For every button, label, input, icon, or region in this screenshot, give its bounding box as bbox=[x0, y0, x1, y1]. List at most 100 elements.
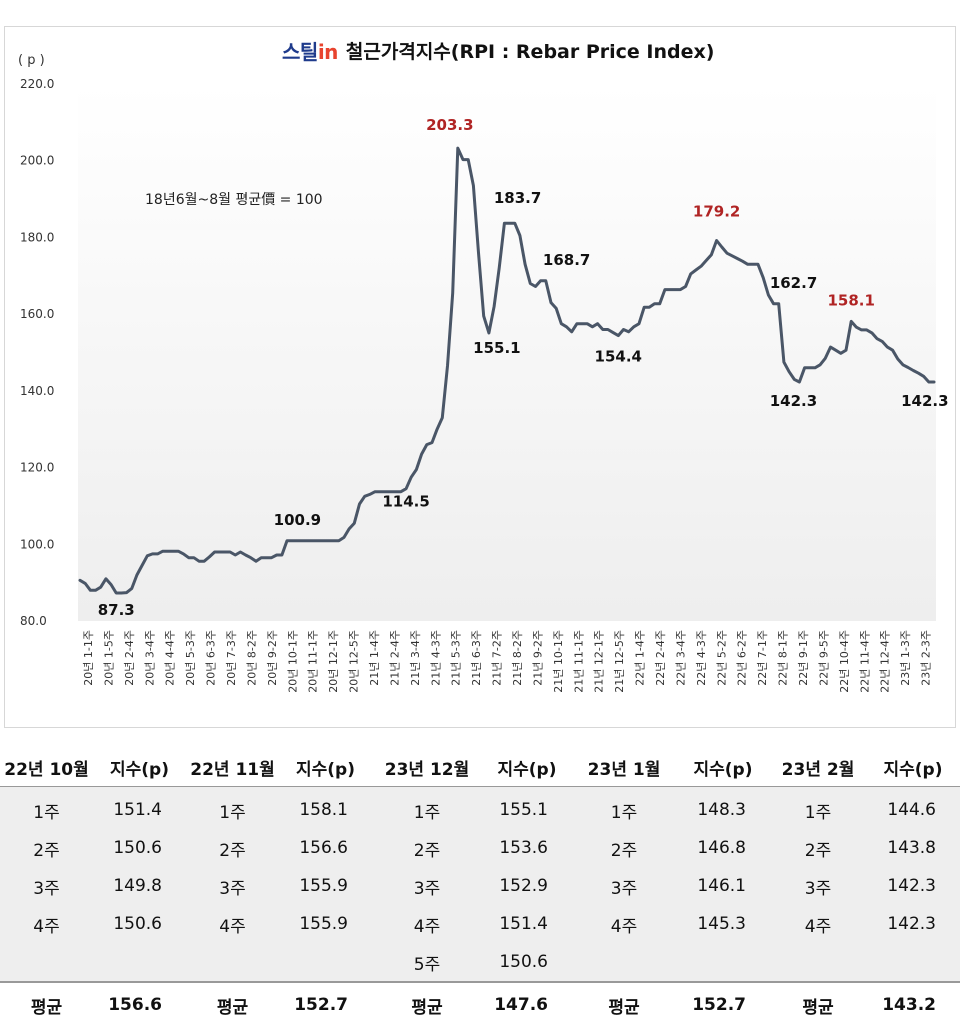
week-label: 2주 bbox=[33, 840, 60, 861]
index-value: 146.1 bbox=[697, 876, 746, 896]
index-value: 143.8 bbox=[887, 838, 936, 858]
data-label: 162.7 bbox=[770, 274, 817, 292]
data-label: 142.3 bbox=[901, 392, 948, 410]
index-value bbox=[676, 943, 770, 982]
x-tick-label: 22년 3-4주 bbox=[674, 630, 687, 686]
data-label: 114.5 bbox=[382, 493, 429, 511]
data-label: 155.1 bbox=[473, 339, 520, 357]
x-tick-label: 20년 1-1주 bbox=[82, 630, 95, 686]
week-label: 3주 bbox=[610, 878, 638, 899]
y-tick-label: 180.0 bbox=[20, 230, 54, 244]
x-tick-label: 22년 8-1주 bbox=[777, 630, 790, 686]
x-tick-label: 21년 6-3주 bbox=[470, 630, 483, 686]
x-tick-label: 22년 5-2주 bbox=[715, 630, 728, 686]
x-tick-label: 20년 7-3주 bbox=[225, 630, 238, 686]
x-tick-label: 22년 1-4주 bbox=[634, 630, 647, 686]
footer-label: 평균 bbox=[572, 981, 676, 1027]
x-tick-label: 20년 8-2주 bbox=[245, 630, 258, 686]
week-label: 1주 bbox=[804, 802, 832, 823]
table-footer-row: 평균 156.6 평균 152.7 평균 147.6 평균 152.7 평균 1… bbox=[0, 981, 960, 1027]
header-period: 23년 2월 bbox=[770, 748, 866, 787]
index-value: 153.6 bbox=[499, 838, 548, 858]
x-tick-label: 21년 11-1주 bbox=[572, 630, 585, 693]
index-value: 150.6 bbox=[113, 838, 162, 858]
x-tick-label: 22년 7-1주 bbox=[756, 630, 769, 686]
header-period: 23년 12월 bbox=[372, 748, 482, 787]
week-label bbox=[186, 943, 279, 982]
table-row: 2주 150.6 2주 156.6 2주 153.6 2주 146.8 2주 143.8 bbox=[0, 829, 960, 867]
header-period: 23년 1월 bbox=[572, 748, 676, 787]
week-label: 1주 bbox=[413, 802, 441, 823]
index-value: 155.9 bbox=[299, 876, 348, 896]
week-label: 2주 bbox=[219, 840, 246, 861]
data-label: 168.7 bbox=[543, 251, 590, 269]
index-value: 150.6 bbox=[113, 914, 162, 934]
header-index: 지수(p) bbox=[482, 748, 572, 787]
week-label: 3주 bbox=[219, 878, 246, 899]
week-label bbox=[572, 943, 676, 982]
week-label: 2주 bbox=[804, 840, 832, 861]
index-value: 149.8 bbox=[113, 876, 162, 896]
x-tick-label: 21년 2-4주 bbox=[388, 630, 401, 686]
index-value: 146.8 bbox=[697, 838, 746, 858]
weekly-index-table: 22년 10월 지수(p) 22년 11월 지수(p) 23년 12월 지수(p… bbox=[0, 748, 960, 1027]
index-value: 151.4 bbox=[113, 800, 162, 820]
index-value: 145.3 bbox=[697, 914, 746, 934]
header-period: 22년 11월 bbox=[186, 748, 279, 787]
index-value: 158.1 bbox=[299, 800, 348, 820]
index-value bbox=[866, 943, 960, 982]
y-tick-label: 140.0 bbox=[20, 384, 54, 398]
index-value: 151.4 bbox=[499, 914, 548, 934]
chart-title-text: 철근가격지수(RPI : Rebar Price Index) bbox=[345, 40, 715, 63]
data-label: 87.3 bbox=[98, 601, 135, 619]
x-tick-label: 20년 12-1주 bbox=[327, 630, 340, 693]
x-tick-label: 22년 10-4주 bbox=[838, 630, 851, 693]
data-label: 158.1 bbox=[827, 291, 874, 309]
index-value: 155.1 bbox=[499, 800, 548, 820]
data-label: 142.3 bbox=[770, 392, 817, 410]
footer-label: 평균 bbox=[0, 981, 93, 1027]
week-label: 3주 bbox=[413, 878, 441, 899]
index-value: 144.6 bbox=[887, 800, 936, 820]
week-label: 2주 bbox=[610, 840, 638, 861]
table-row: 5주 150.6 bbox=[0, 943, 960, 982]
index-value: 142.3 bbox=[887, 876, 936, 896]
x-tick-label: 21년 8-2주 bbox=[511, 630, 524, 686]
y-tick-label: 80.0 bbox=[20, 614, 47, 628]
x-tick-label: 21년 10-1주 bbox=[552, 630, 565, 693]
y-tick-label: 100.0 bbox=[20, 537, 54, 551]
header-index: 지수(p) bbox=[93, 748, 186, 787]
y-tick-label: 200.0 bbox=[20, 154, 54, 168]
rebar-price-line-chart: ( p ) 80.0 100.0 120.0 140.0 160.0 180.0 200.0 2… bbox=[18, 53, 949, 693]
table-row: 4주 150.6 4주 155.9 4주 151.4 4주 145.3 4주 142.3 bbox=[0, 905, 960, 943]
x-tick-label: 21년 4-3주 bbox=[429, 630, 442, 686]
index-value: 150.6 bbox=[499, 952, 548, 972]
x-tick-label: 23년 2-3주 bbox=[920, 630, 933, 686]
table-row: 3주 149.8 3주 155.9 3주 152.9 3주 146.1 3주 142.3 bbox=[0, 867, 960, 905]
footer-average: 152.7 bbox=[279, 981, 372, 1027]
x-tick-label: 22년 12-4주 bbox=[879, 630, 892, 693]
week-label: 4주 bbox=[413, 916, 441, 937]
week-label: 4주 bbox=[219, 916, 246, 937]
week-label bbox=[0, 943, 93, 982]
data-label: 179.2 bbox=[693, 202, 740, 220]
footer-average: 156.6 bbox=[93, 981, 186, 1027]
footer-label: 평균 bbox=[186, 981, 279, 1027]
index-value: 156.6 bbox=[299, 838, 348, 858]
index-value bbox=[93, 943, 186, 982]
index-value bbox=[279, 943, 372, 982]
x-tick-label: 21년 5-3주 bbox=[450, 630, 463, 686]
footer-average: 152.7 bbox=[676, 981, 770, 1027]
data-label: 203.3 bbox=[426, 116, 473, 134]
week-label bbox=[770, 943, 866, 982]
y-axis-label: ( p ) bbox=[18, 53, 45, 68]
steelin-logo: 스틸in bbox=[282, 39, 338, 64]
header-index: 지수(p) bbox=[866, 748, 960, 787]
week-label: 4주 bbox=[33, 916, 60, 937]
footer-label: 평균 bbox=[372, 981, 482, 1027]
data-label: 154.4 bbox=[595, 348, 642, 366]
x-tick-label: 20년 1-5주 bbox=[102, 630, 115, 686]
x-tick-label: 21년 3-4주 bbox=[409, 630, 422, 686]
index-value: 142.3 bbox=[887, 914, 936, 934]
x-tick-label: 22년 6-2주 bbox=[736, 630, 749, 686]
